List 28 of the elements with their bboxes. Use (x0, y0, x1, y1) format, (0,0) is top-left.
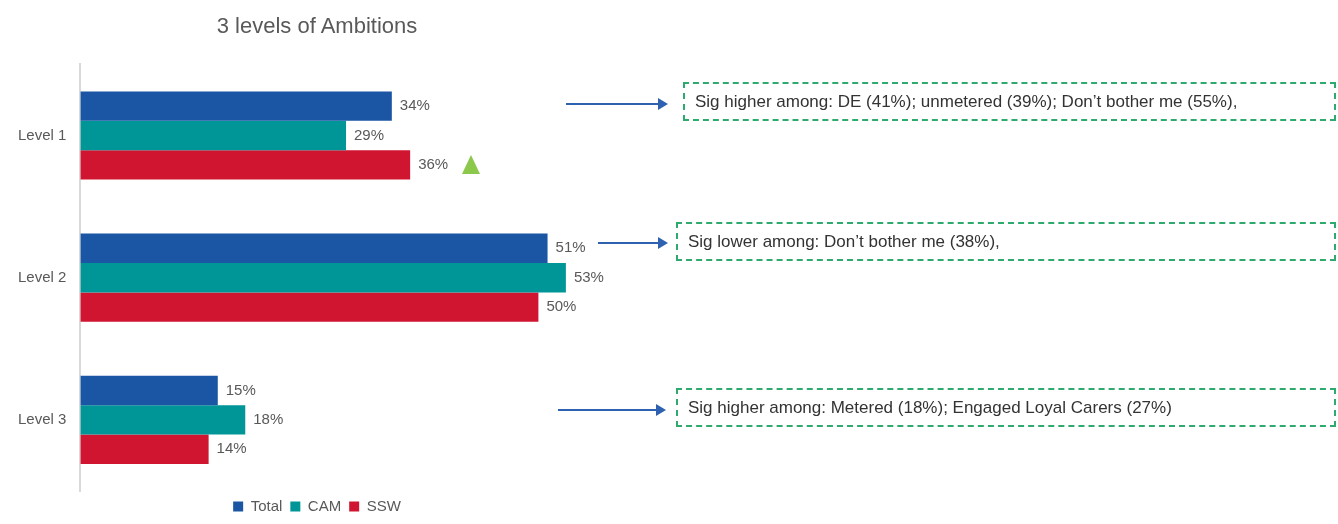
data-label: 53% (573, 267, 604, 285)
bar (80, 233, 548, 264)
legend-label: Total (250, 496, 283, 514)
legend-label: CAM (307, 496, 342, 514)
data-label: 36% (418, 155, 449, 173)
y-tick-label: Level 3 (17, 410, 67, 428)
bar (80, 292, 539, 322)
bar (80, 263, 566, 293)
note-box: Sig higher among: Metered (18%); Engaged Loyal Carers (27%) (676, 388, 1336, 427)
note-box: Sig higher among: DE (41%); unmetered (39%); Don’t bother me (55%), (683, 82, 1336, 121)
note-box: Sig lower among: Don’t bother me (38%), (676, 222, 1336, 261)
y-tick-label: Level 2 (17, 267, 67, 285)
chart-title: 3 levels of Ambitions (216, 13, 418, 39)
bar (80, 91, 392, 121)
data-label: 15% (225, 380, 256, 398)
data-label: 18% (253, 410, 284, 428)
legend-label: SSW (366, 496, 402, 514)
data-label: 34% (399, 96, 430, 114)
data-label: 29% (354, 125, 385, 143)
data-label: 14% (216, 439, 247, 457)
data-label: 51% (555, 238, 586, 256)
bar (80, 405, 246, 435)
bar (80, 375, 218, 406)
bar (80, 120, 347, 151)
bar (80, 150, 411, 180)
y-tick-label: Level 1 (17, 125, 67, 143)
bar (80, 434, 209, 464)
data-label: 50% (546, 297, 577, 315)
